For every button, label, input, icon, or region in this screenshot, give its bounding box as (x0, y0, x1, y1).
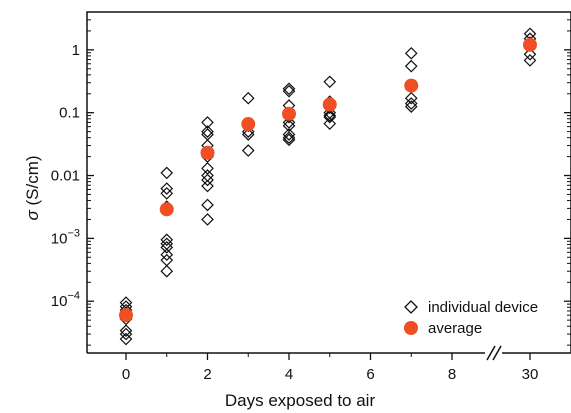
individual-device-point (119, 324, 133, 338)
individual-device-point (201, 169, 214, 182)
individual-device-point (201, 116, 214, 129)
x-tick-label: 8 (448, 366, 456, 383)
individual-device-point (323, 110, 337, 124)
individual-device-point (323, 117, 337, 130)
y-tick-label: 10−4 (51, 290, 80, 310)
average-point (523, 37, 537, 52)
axis-break-mark (486, 345, 496, 361)
individual-device-point (404, 91, 418, 105)
y-tick-label-exponent: −3 (67, 227, 80, 239)
individual-device-point (201, 162, 214, 175)
individual-device-point (160, 182, 174, 195)
individual-device-point (119, 332, 133, 346)
individual-device-point (201, 173, 214, 187)
individual-device-point (323, 109, 337, 122)
average-point (159, 202, 174, 217)
y-tick-label-exponent: −4 (67, 290, 80, 302)
individual-device-point (282, 84, 296, 98)
individual-device-point (241, 144, 255, 157)
individual-device-point (241, 128, 255, 141)
plot-border (86, 11, 571, 353)
x-axis-title: Days exposed to air (225, 391, 376, 410)
average-point (404, 78, 419, 93)
y-axis-title-units: (S/cm) (23, 155, 42, 210)
y-axis-ticks: 10−410−30.010.11 (51, 11, 571, 346)
y-tick-label-base: 10 (51, 230, 68, 247)
average-point (322, 97, 337, 112)
legend-label-average: average (428, 320, 482, 337)
y-axis-title: σ (S/cm) (23, 155, 42, 220)
individual-device-point (282, 82, 296, 96)
individual-device-point (160, 240, 174, 254)
legend-circle-icon (404, 321, 418, 335)
individual-device-point (282, 131, 296, 145)
individual-device-point (282, 116, 296, 129)
individual-device-point (160, 248, 174, 262)
individual-device-point (523, 54, 537, 67)
individual-device-point (282, 128, 296, 141)
individual-device-point (160, 166, 174, 180)
y-tick-label: 1 (72, 42, 80, 59)
y-tick-label-base: 10 (51, 293, 68, 310)
legend: individual device average (404, 299, 538, 337)
individual-device-point (201, 213, 214, 226)
individual-device-point (201, 179, 214, 193)
x-axis-ticks: 0 2 4 6 8 30 (122, 353, 539, 383)
individual-device-point (282, 133, 296, 147)
x-tick-label: 30 (522, 366, 539, 383)
individual-device-point (404, 100, 418, 113)
individual-device-point (119, 327, 133, 341)
average-point (282, 106, 296, 121)
individual-device-point (404, 46, 418, 60)
y-tick-label: 10−3 (51, 227, 80, 247)
average-point (119, 308, 133, 323)
individual-device-point (404, 59, 418, 73)
x-tick-label: 6 (366, 366, 374, 383)
individual-device-point (160, 187, 174, 200)
x-tick-label: 4 (285, 366, 293, 383)
individual-device-point (404, 97, 418, 110)
individual-device-point (160, 233, 174, 247)
plot-frame (86, 11, 571, 361)
x-tick-label: 2 (203, 366, 211, 383)
individual-device-point (523, 47, 537, 61)
individual-device-point (282, 119, 296, 133)
legend-diamond-icon (404, 300, 418, 314)
individual-device-point (160, 264, 174, 278)
average-point (241, 117, 256, 132)
individual-device-point (201, 125, 214, 138)
x-tick-label: 0 (122, 366, 130, 383)
average-point (200, 145, 215, 160)
individual-device-point (323, 75, 337, 89)
y-tick-label: 0.01 (51, 168, 80, 185)
y-tick-label: 0.1 (59, 105, 80, 122)
y-axis-title-symbol: σ (23, 210, 42, 221)
data-markers (119, 27, 537, 346)
individual-device-point (201, 198, 214, 212)
individual-device-point (160, 237, 174, 251)
individual-device-point (241, 91, 255, 105)
individual-device-point (119, 296, 133, 309)
axis-break-mark (492, 345, 502, 361)
legend-label-individual: individual device (428, 299, 538, 316)
